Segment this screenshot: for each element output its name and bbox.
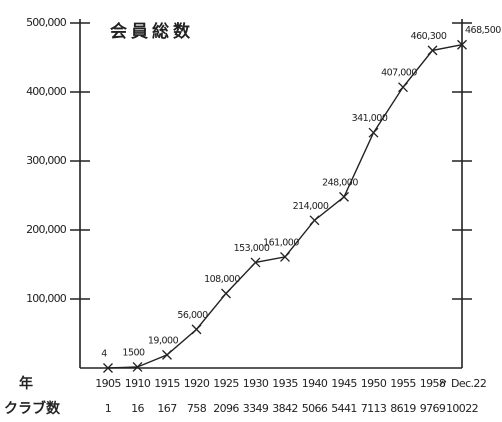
point-marker xyxy=(368,127,379,138)
point-marker xyxy=(132,362,143,372)
club-row-label: クラブ数 xyxy=(4,400,61,417)
value-label: 468,500 xyxy=(465,25,501,36)
club-count: 3349 xyxy=(243,402,269,415)
x-tick-label: 1925 xyxy=(213,377,239,390)
x-tick-label: 1910 xyxy=(125,377,151,390)
value-label: 153,000 xyxy=(234,243,270,254)
value-label: 341,000 xyxy=(352,113,388,124)
point-marker xyxy=(457,39,467,50)
club-count: 3842 xyxy=(272,402,298,415)
x-tick-label: 1940 xyxy=(302,377,328,390)
value-label: 161,000 xyxy=(263,237,299,248)
x-tick-label: 1955 xyxy=(390,377,416,390)
value-label: 1500 xyxy=(122,347,145,358)
club-count: 9769 xyxy=(420,402,446,415)
club-count: 5441 xyxy=(331,402,357,415)
x-tick-label: 〃 Dec.22 xyxy=(438,377,486,390)
point-marker xyxy=(250,257,261,268)
club-count: 2096 xyxy=(213,402,239,415)
y-tick-label: 100,000 xyxy=(26,292,67,305)
x-tick-label: 1905 xyxy=(95,377,121,390)
x-tick-label: 1930 xyxy=(243,377,269,390)
point-marker xyxy=(191,324,202,335)
club-count: 5066 xyxy=(302,402,328,415)
value-label: 460,300 xyxy=(411,31,447,42)
y-tick-label: 500,000 xyxy=(26,16,67,29)
club-count: 16 xyxy=(131,402,144,415)
x-tick-label: 1920 xyxy=(184,377,210,390)
value-label: 407,000 xyxy=(381,68,417,79)
value-label: 108,000 xyxy=(204,274,240,285)
club-count: 167 xyxy=(157,402,177,415)
club-count: 10022 xyxy=(446,402,478,415)
value-label: 4 xyxy=(101,348,107,359)
x-tick-label: 1958 xyxy=(420,377,446,390)
point-marker xyxy=(280,251,290,262)
x-tick-label: 1945 xyxy=(331,377,357,390)
value-label: 19,000 xyxy=(148,335,179,346)
club-count: 1 xyxy=(105,402,111,415)
point-marker xyxy=(398,82,408,93)
point-marker xyxy=(103,363,113,373)
point-marker xyxy=(339,191,349,202)
year-row-label: 年 xyxy=(19,375,33,392)
point-marker xyxy=(427,45,438,56)
data-line xyxy=(107,44,463,369)
point-marker xyxy=(309,215,320,226)
chart-title: 会員総数 xyxy=(110,21,194,42)
value-label: 248,000 xyxy=(322,177,358,188)
x-tick-label: 1950 xyxy=(361,377,387,390)
point-marker xyxy=(162,349,172,360)
club-count: 758 xyxy=(187,402,207,415)
point-marker xyxy=(221,288,231,299)
x-tick-label: 1915 xyxy=(154,377,180,390)
club-count: 7113 xyxy=(361,402,387,415)
club-count: 8619 xyxy=(390,402,416,415)
value-label: 214,000 xyxy=(293,201,329,212)
y-tick-label: 200,000 xyxy=(26,223,67,236)
y-tick-label: 300,000 xyxy=(26,154,67,167)
y-tick-label: 400,000 xyxy=(26,85,67,98)
x-tick-label: 1935 xyxy=(272,377,298,390)
value-label: 56,000 xyxy=(177,310,208,321)
